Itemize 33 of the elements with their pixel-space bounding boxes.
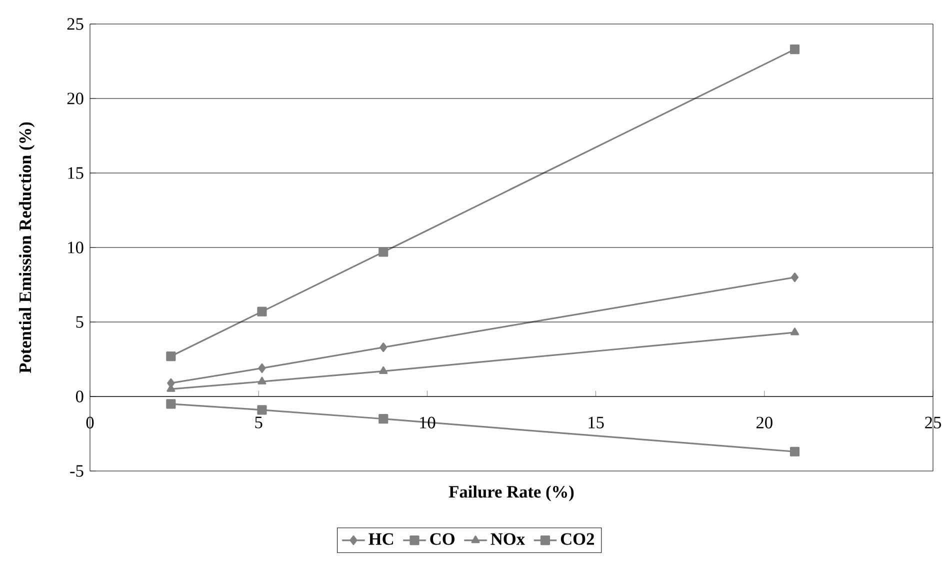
y-tick-label: 20	[67, 92, 84, 104]
x-tick-label: 25	[925, 416, 941, 428]
y-tick-label: 5	[76, 316, 84, 328]
x-tick-label: 10	[420, 416, 436, 428]
x-axis-title: Failure Rate (%)	[448, 485, 574, 502]
point	[790, 272, 799, 282]
x-tick-label: 0	[86, 416, 94, 428]
x-tick-label: 5	[255, 416, 262, 428]
point	[378, 247, 388, 257]
x-tick-label: 20	[756, 416, 772, 428]
point	[257, 306, 267, 316]
y-tick-label: 15	[68, 167, 84, 179]
y-tick-label: -5	[70, 465, 84, 477]
y-tick-label: 25	[67, 18, 84, 30]
point	[258, 376, 266, 384]
y-axis-title: Potential Emission Reduction (%)	[18, 122, 35, 374]
x-tick-label: 15	[588, 416, 604, 428]
point	[790, 328, 800, 336]
legend-label: NOx	[490, 533, 525, 545]
point	[790, 446, 800, 456]
point	[380, 342, 388, 352]
point	[257, 405, 267, 415]
legend-label: CO	[430, 533, 454, 545]
point	[258, 363, 266, 373]
point	[790, 44, 800, 54]
point	[378, 414, 388, 424]
y-tick-label: 0	[76, 390, 84, 402]
point	[166, 351, 176, 362]
point	[379, 366, 388, 374]
legend-label: HC	[368, 533, 394, 545]
y-tick-label: 10	[68, 242, 84, 254]
legend-label: CO2	[560, 533, 594, 545]
point	[166, 399, 176, 409]
